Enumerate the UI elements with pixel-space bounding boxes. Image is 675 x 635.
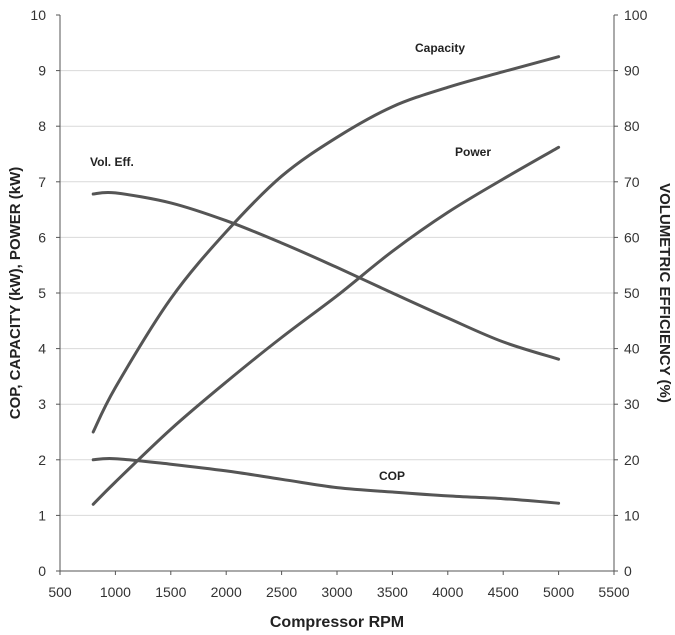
right-y-tick-label: 50: [624, 285, 640, 301]
right-y-tick-label: 90: [624, 63, 640, 79]
series-line-capacity: [91, 55, 561, 434]
left-y-tick-label: 1: [38, 507, 46, 523]
x-tick-label: 5000: [543, 584, 574, 600]
right-y-tick-label: 60: [624, 229, 640, 245]
right-y-tick-label: 80: [624, 118, 640, 134]
x-tick-label: 3000: [321, 584, 352, 600]
left-y-tick-label: 10: [30, 7, 46, 23]
x-tick-label: 2000: [211, 584, 242, 600]
x-tick-label: 4500: [488, 584, 519, 600]
right-y-tick-label: 10: [624, 507, 640, 523]
left-y-axis-title: COP, CAPACITY (kW), POWER (kW): [7, 167, 24, 420]
right-y-axis-title: VOLUMETRIC EFFICIENCY (%): [656, 183, 673, 403]
x-tick-label: 3500: [377, 584, 408, 600]
x-tick-label: 4000: [432, 584, 463, 600]
right-y-tick-label: 0: [624, 563, 632, 579]
series-line-cop: [91, 457, 561, 505]
series-label-capacity: Capacity: [415, 41, 465, 55]
left-y-tick-label: 3: [38, 396, 46, 412]
x-tick-labels: 500 1000 1500 2000 2500 3000 3500 4000 4500 5000 5…: [48, 571, 630, 600]
left-y-tick-label: 7: [38, 174, 46, 190]
series-lines: [91, 55, 561, 506]
series-label-power: Power: [455, 145, 491, 159]
series-line-power: [91, 145, 561, 506]
x-tick-label: 2500: [266, 584, 297, 600]
series-line-vol-eff: [91, 190, 561, 361]
left-y-tick-label: 0: [38, 563, 46, 579]
series-label-vol-eff: Vol. Eff.: [90, 155, 134, 169]
x-tick-label: 1000: [100, 584, 131, 600]
right-y-tick-label: 100: [624, 7, 648, 23]
x-tick-label: 500: [48, 584, 72, 600]
x-axis-title: Compressor RPM: [270, 614, 404, 631]
left-y-tick-label: 4: [38, 341, 46, 357]
left-y-tick-label: 2: [38, 452, 46, 468]
gridlines: [60, 70, 614, 516]
right-y-tick-label: 40: [624, 341, 640, 357]
x-tick-label: 1500: [155, 584, 186, 600]
x-tick-label: 5500: [598, 584, 629, 600]
left-y-tick-label: 6: [38, 229, 46, 245]
left-y-tick-label: 8: [38, 118, 46, 134]
right-y-tick-label: 30: [624, 396, 640, 412]
left-y-tick-label: 9: [38, 63, 46, 79]
right-y-tick-labels: 0 10 20 30 40 50 60 70 80 90 100: [614, 7, 648, 579]
series-label-cop: COP: [379, 469, 405, 483]
left-y-tick-labels: 0 1 2 3 4 5 6 7 8 9 10: [30, 7, 60, 579]
right-y-tick-label: 70: [624, 174, 640, 190]
right-y-tick-label: 20: [624, 452, 640, 468]
left-y-tick-label: 5: [38, 285, 46, 301]
